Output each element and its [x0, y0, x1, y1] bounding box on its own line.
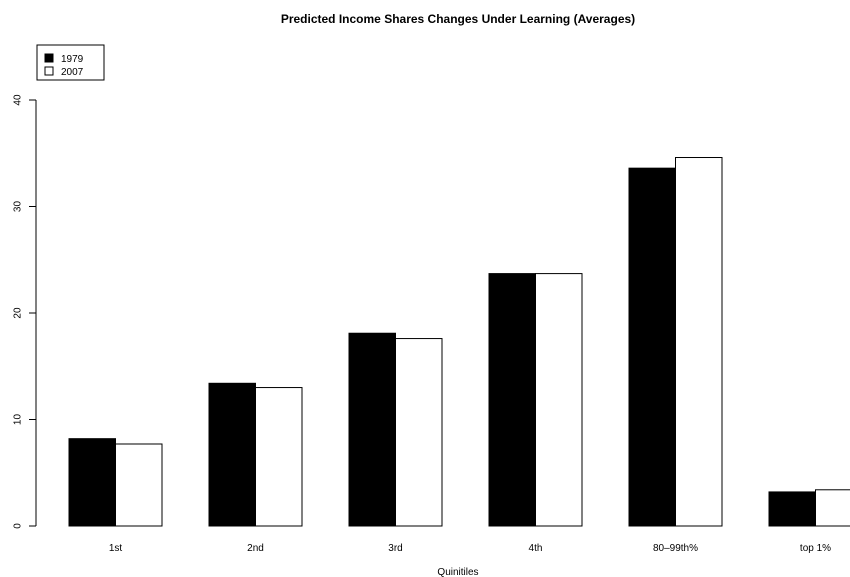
- legend: 1979 2007: [36, 44, 105, 81]
- bar-1979-80-99th: [628, 167, 676, 527]
- x-tick-label: 1st: [109, 543, 123, 554]
- bar-2007-1st: [115, 443, 163, 527]
- legend-swatch-2007: [44, 66, 54, 76]
- bar-2007-4th: [535, 273, 583, 527]
- y-tick-label: 0: [13, 523, 24, 529]
- bar-1979-4th: [488, 273, 536, 527]
- y-tick-label: 40: [13, 94, 24, 106]
- y-tick-label: 30: [13, 201, 24, 213]
- bar-2007-80-99th: [675, 157, 723, 527]
- bar-2007-2nd: [255, 387, 303, 527]
- y-tick-label: 10: [13, 414, 24, 426]
- legend-label-1979: 1979: [61, 54, 84, 65]
- x-tick-label: 4th: [529, 543, 543, 554]
- x-tick-label: top 1%: [800, 543, 831, 554]
- legend-label-2007: 2007: [61, 67, 84, 78]
- bar-2007-3rd: [395, 338, 443, 527]
- y-axis: 0 10 20 30 40: [13, 94, 37, 529]
- legend-swatch-1979: [44, 53, 54, 63]
- y-tick-label: 20: [13, 307, 24, 319]
- bars: [68, 157, 850, 527]
- bar-1979-2nd: [208, 382, 256, 527]
- bar-1979-top-1: [768, 491, 816, 527]
- x-tick-label: 3rd: [388, 543, 402, 554]
- x-axis-label: Quinitiles: [437, 567, 478, 577]
- x-tick-label: 80–99th%: [653, 543, 698, 554]
- x-tick-labels: 1st 2nd 3rd 4th 80–99th% top 1%: [109, 543, 831, 554]
- bar-1979-1st: [68, 438, 116, 527]
- chart-title: Predicted Income Shares Changes Under Le…: [281, 12, 635, 26]
- bar-2007-top-1: [815, 489, 850, 527]
- bar-1979-3rd: [348, 332, 396, 527]
- x-tick-label: 2nd: [247, 543, 264, 554]
